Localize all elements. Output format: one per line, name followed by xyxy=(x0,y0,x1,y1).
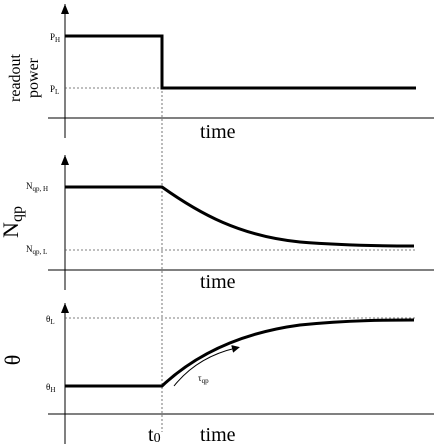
y-axis-arrowhead xyxy=(61,155,69,165)
y-axis-arrowhead xyxy=(61,303,69,313)
tau-arrow xyxy=(173,345,240,387)
panel-theta: τqp θL θH θ time xyxy=(0,303,434,446)
x-axis-label: time xyxy=(200,121,236,143)
nqp-decay-curve xyxy=(65,185,415,248)
level-low-label: Nqp, L xyxy=(26,244,47,256)
y-axis-label-line1: readout xyxy=(7,53,24,102)
level-high-label: θL xyxy=(46,314,55,326)
power-step-curve xyxy=(65,34,416,90)
level-high-label: PH xyxy=(50,32,60,44)
tau-label: τqp xyxy=(198,373,209,385)
t0-label: t0 xyxy=(148,424,161,446)
level-low-label: PL xyxy=(50,84,59,96)
y-axis-label: θ xyxy=(0,355,25,366)
level-low-label: θH xyxy=(46,382,55,394)
level-high-label: Nqp, H xyxy=(26,181,48,193)
panel-nqp: Nqp, H Nqp, L Nqp time xyxy=(0,155,434,293)
y-axis-arrowhead xyxy=(61,4,69,14)
y-axis-label: Nqp xyxy=(0,206,26,238)
y-axis-label-line2: power xyxy=(25,57,42,98)
x-axis-label: time xyxy=(200,271,236,293)
panel-readout-power: PH PL readout power time xyxy=(7,4,434,143)
theta-rise-curve xyxy=(65,318,415,388)
x-axis-label: time xyxy=(200,424,236,446)
